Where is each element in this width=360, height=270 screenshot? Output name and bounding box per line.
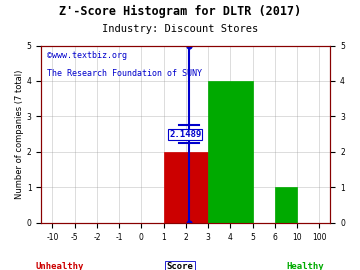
Text: Z'-Score Histogram for DLTR (2017): Z'-Score Histogram for DLTR (2017) [59, 5, 301, 18]
Text: Industry: Discount Stores: Industry: Discount Stores [102, 24, 258, 34]
Text: ©www.textbiz.org: ©www.textbiz.org [47, 51, 127, 60]
Bar [164, 152, 208, 223]
Text: The Research Foundation of SUNY: The Research Foundation of SUNY [47, 69, 202, 77]
Text: Unhealthy: Unhealthy [36, 262, 84, 270]
Bar [275, 187, 297, 223]
Bar [208, 81, 253, 223]
Text: 2.1489: 2.1489 [169, 130, 201, 139]
Text: Healthy: Healthy [286, 262, 324, 270]
Text: Score: Score [167, 262, 193, 270]
Y-axis label: Number of companies (7 total): Number of companies (7 total) [15, 69, 24, 199]
